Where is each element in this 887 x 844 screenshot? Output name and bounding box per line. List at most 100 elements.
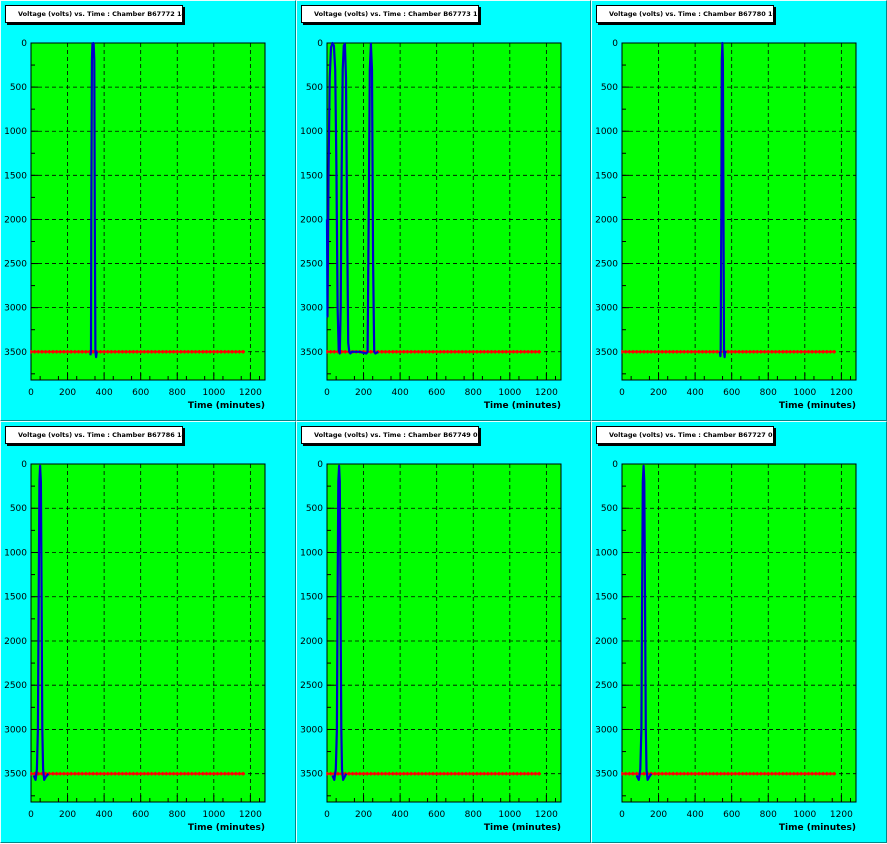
reference-marker [106,349,109,354]
reference-marker [818,771,821,776]
reference-marker [48,349,51,354]
reference-marker [505,771,507,776]
y-tick-label: 2500 [595,260,618,270]
reference-marker [373,771,376,776]
x-tick-label: 0 [28,810,34,820]
chart-plot: 0 200 400 600 800 1000 1200 0 500 1000 1500 2000 250… [300,39,562,411]
reference-marker [694,771,696,776]
reference-marker [668,771,671,776]
reference-marker [158,349,160,354]
reference-marker [128,349,131,354]
y-tick-label: 1500 [4,593,27,603]
reference-marker [150,771,153,776]
reference-marker [796,771,799,776]
reference-marker [465,349,467,354]
reference-marker [242,349,244,354]
reference-marker [329,349,332,354]
y-tick-label: 2500 [4,681,27,691]
y-tick-label: 0 [317,39,323,49]
chart-pad: Voltage (volts) vs. Time : Chamber B6778… [591,0,887,421]
x-tick-label: 400 [687,388,704,398]
reference-marker [81,771,83,776]
reference-marker [63,349,65,354]
reference-marker [643,349,645,354]
x-tick-label: 200 [59,810,76,820]
reference-marker [741,349,744,354]
reference-marker [191,349,193,354]
x-tick-label: 1000 [793,388,816,398]
reference-marker [730,349,733,354]
reference-marker [213,349,215,354]
x-axis-label: Time (minutes) [779,823,856,833]
signal-line [32,464,50,781]
reference-marker [512,771,515,776]
reference-marker [172,771,175,776]
reference-marker [81,349,83,354]
reference-marker [443,349,445,354]
reference-marker [446,349,449,354]
reference-marker [505,349,507,354]
reference-marker [114,771,116,776]
reference-marker [30,349,32,354]
reference-marker [388,349,390,354]
reference-marker [446,771,449,776]
reference-marker [117,349,120,354]
y-tick-label: 2500 [4,260,27,270]
reference-marker [763,349,766,354]
x-tick-label: 400 [687,810,704,820]
reference-marker [381,771,383,776]
reference-marker [359,771,361,776]
y-tick-label: 1000 [595,127,618,137]
x-tick-label: 600 [428,388,445,398]
reference-marker [41,349,43,354]
reference-marker [439,771,442,776]
reference-marker [650,349,653,354]
reference-marker [362,771,365,776]
x-tick-label: 600 [723,388,740,398]
reference-marker [88,349,91,354]
reference-marker [216,771,219,776]
reference-marker [530,771,533,776]
reference-marker [825,771,828,776]
y-tick-label: 1000 [595,548,618,558]
reference-marker [417,349,420,354]
reference-marker [85,349,87,354]
reference-marker [829,771,832,776]
reference-marker [672,349,674,354]
reference-marker [344,349,347,354]
y-tick-label: 1000 [300,127,323,137]
reference-marker [712,349,715,354]
reference-marker [756,349,759,354]
reference-marker [337,349,339,354]
reference-marker [96,771,98,776]
reference-marker [676,771,678,776]
reference-marker [59,349,62,354]
reference-marker [490,349,493,354]
x-tick-label: 1200 [239,388,262,398]
x-tick-label: 0 [619,810,625,820]
reference-marker [519,771,522,776]
y-tick-label: 2000 [4,637,27,647]
chart-pad: Voltage (volts) vs. Time : Chamber B6772… [591,421,887,843]
reference-marker [782,349,784,354]
reference-marker [701,771,704,776]
reference-marker [450,771,453,776]
y-tick-label: 1000 [4,548,27,558]
reference-marker [424,771,427,776]
reference-marker [33,349,36,354]
reference-marker [370,349,372,354]
reference-marker [70,349,73,354]
signal-line [718,41,727,359]
reference-marker [132,349,135,354]
x-tick-label: 600 [132,388,149,398]
reference-marker [501,771,504,776]
reference-marker [187,349,190,354]
reference-marker [413,349,416,354]
reference-marker [424,349,427,354]
reference-marker [752,349,755,354]
reference-marker [632,349,634,354]
reference-marker [734,349,737,354]
chart-plot: 0 200 400 600 800 1000 1200 0 500 1000 1500 2000 250… [595,39,857,411]
x-tick-label: 1000 [793,810,816,820]
y-tick-label: 3000 [300,725,323,735]
